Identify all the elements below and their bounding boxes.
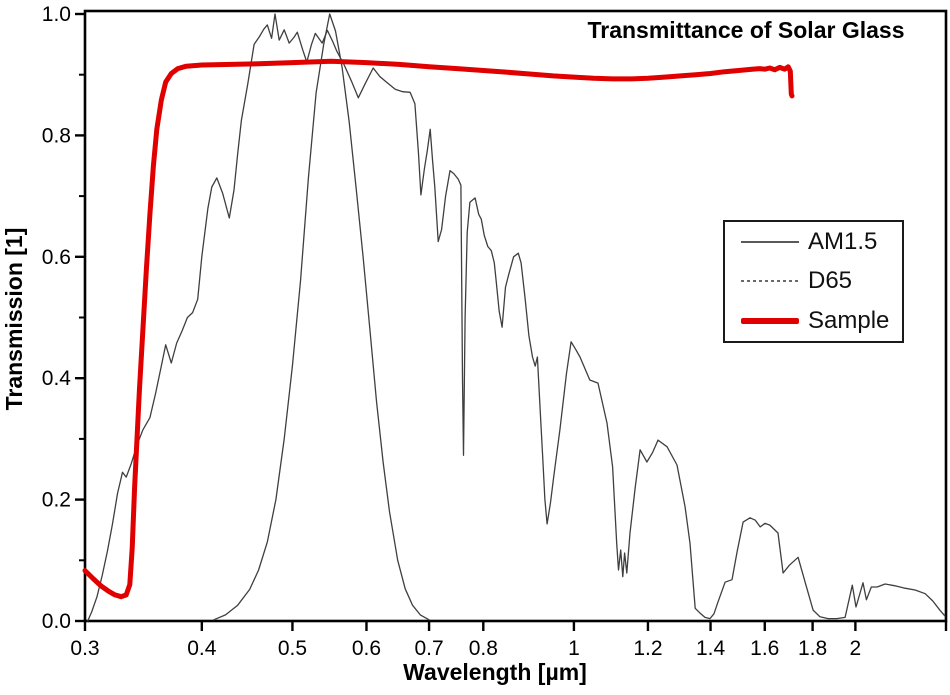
x-tick-label: 0.3 — [70, 637, 99, 660]
x-tick-label: 1.6 — [750, 637, 779, 660]
y-tick-label: 1.0 — [42, 3, 71, 26]
legend: AM1.5 D65 Sample — [723, 220, 904, 343]
legend-label-d65: D65 — [808, 267, 853, 295]
x-axis-title: Wavelength [µm] — [403, 659, 587, 685]
legend-item-sample: Sample — [725, 309, 902, 333]
x-tick-label: 0.8 — [469, 637, 498, 660]
y-tick-label: 0.8 — [42, 124, 71, 147]
legend-label-am15: AM1.5 — [808, 227, 878, 255]
x-tick-label: 0.4 — [187, 637, 217, 660]
legend-label-sample: Sample — [808, 307, 890, 335]
x-tick-label: 0.6 — [352, 637, 381, 660]
x-tick-label: 2 — [850, 637, 862, 660]
y-tick-label: 0.0 — [42, 610, 71, 633]
y-tick-label: 0.2 — [42, 489, 71, 512]
x-tick-label: 1.8 — [798, 637, 827, 660]
series-line-am15 — [87, 13, 946, 622]
x-tick-label: 0.5 — [278, 637, 307, 660]
x-tick-label: 1.4 — [696, 637, 726, 660]
y-tick-label: 0.6 — [42, 246, 71, 269]
legend-item-am15: AM1.5 — [725, 227, 902, 255]
x-tick-label: 1.2 — [633, 637, 662, 660]
legend-line-sample — [741, 318, 799, 325]
x-tick-label: 0.7 — [414, 637, 443, 660]
y-tick-label: 0.4 — [42, 367, 72, 390]
chart-title: Transmittance of Solar Glass — [587, 17, 905, 43]
series-line-sample — [82, 58, 795, 600]
legend-line-am15 — [741, 240, 799, 243]
legend-item-d65: D65 — [725, 269, 902, 293]
x-tick-label: 1 — [568, 637, 580, 660]
y-axis-title: Transmission [1] — [1, 227, 27, 411]
series-line-d65 — [213, 13, 430, 621]
plot-frame — [83, 9, 948, 623]
legend-line-d65 — [741, 280, 799, 283]
